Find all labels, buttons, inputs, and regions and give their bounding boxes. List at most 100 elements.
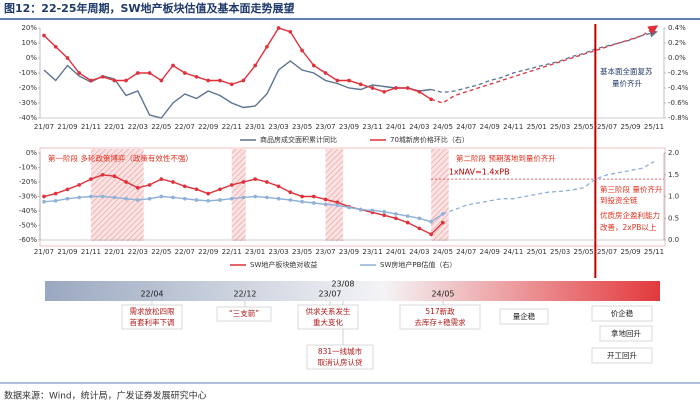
event-box: [499, 308, 549, 325]
x-tick-label: 21/07: [34, 248, 54, 256]
event-text: 首套利率下调: [130, 317, 175, 327]
annotation: 第一阶段 多轮政策博弈（政策有效性不强）: [48, 153, 193, 163]
event-text: 取消认房认贷: [318, 357, 363, 367]
event-box: [216, 306, 272, 322]
policy-period: [325, 149, 344, 241]
x-tick-label: 25/03: [550, 248, 570, 256]
event-text: 去库存+稳需求: [414, 317, 466, 327]
series-line: [42, 194, 445, 224]
x-tick-label: 21/11: [81, 123, 101, 131]
policy-period: [431, 149, 449, 241]
y-tick-label: -60%: [19, 236, 37, 244]
x-tick-label: 25/09: [620, 123, 640, 131]
event-text: 重大变化: [313, 317, 343, 327]
y-tick-label: -30%: [19, 193, 37, 201]
y-tick-label: -40%: [19, 207, 37, 215]
event-box: [297, 304, 359, 330]
series-line: [43, 60, 432, 119]
event-text: 拿地回升: [611, 328, 641, 338]
annotation: 改善，2xPB以上: [600, 222, 657, 232]
timeline-bar: [45, 281, 660, 301]
y-tick-label: 20%: [21, 24, 37, 32]
x-tick-label: 24/03: [409, 248, 429, 256]
y2-tick-label: -0.8%: [668, 114, 689, 122]
annotation: 到投资全链: [600, 195, 638, 205]
y-tick-label: 10%: [21, 39, 37, 47]
timeline-date: 23/07: [318, 290, 341, 299]
x-tick-label: 24/03: [409, 123, 429, 131]
x-tick-label: 22/11: [222, 248, 242, 256]
annotation: 量价齐升: [612, 78, 642, 88]
x-tick-label: 23/01: [245, 123, 265, 131]
x-tick-label: 24/01: [386, 123, 406, 131]
x-tick-label: 22/09: [198, 248, 218, 256]
x-tick-label: 23/11: [362, 123, 382, 131]
x-tick-label: 23/01: [245, 248, 265, 256]
y-tick-label: -20%: [19, 178, 37, 186]
event-text: 831一线城市: [318, 346, 363, 356]
event-box: [591, 305, 653, 322]
event-text: 量企稳: [513, 311, 536, 321]
y2-tick-label: -0.2%: [668, 69, 689, 77]
x-tick-label: 25/07: [597, 123, 617, 131]
annotation: 基本面全面复苏: [600, 66, 653, 76]
legend-label: 70城新房价格环比（右）: [390, 135, 469, 144]
y-tick-label: -40%: [19, 114, 37, 122]
y-tick-label: -30%: [19, 99, 37, 107]
y2-tick-label: 0.5: [668, 214, 679, 222]
x-tick-label: 25/05: [574, 248, 594, 256]
x-tick-label: 22/05: [151, 123, 171, 131]
x-tick-label: 25/05: [574, 123, 594, 131]
y2-tick-label: 0.0: [668, 236, 679, 244]
y2-tick-label: 1.5: [668, 171, 679, 179]
legend-label: SW房地产PB估值（右）: [380, 260, 456, 269]
x-tick-label: 22/03: [128, 123, 148, 131]
series-line: [42, 26, 433, 102]
y2-tick-label: -0.6%: [668, 99, 689, 107]
annotation: 第二阶段 预期落地到量价齐升: [456, 153, 556, 163]
x-tick-label: 25/07: [597, 248, 617, 256]
x-tick-label: 22/01: [104, 248, 124, 256]
timeline-date: 22/04: [140, 290, 163, 299]
event-box: [306, 344, 374, 370]
reference-label: 1xNAV=1.4xPB: [449, 168, 510, 177]
source: 数据来源：Wind，统计局，广发证券发展研究中心: [4, 390, 207, 402]
connectors: [151, 301, 444, 345]
annotation: 优质房企盈利能力: [600, 210, 660, 220]
event-text: 供求关系发生: [306, 306, 351, 316]
charts: -40% -30% -20% -10% 0% 10% 20% -0.8% -0.6% -0.4% -…: [19, 24, 689, 278]
x-tick-label: 21/09: [57, 123, 77, 131]
x-tick-label: 24/05: [433, 248, 453, 256]
x-tick-label: 21/09: [57, 248, 77, 256]
y2-tick-label: 0.2%: [668, 39, 686, 47]
y-tick-label: -50%: [19, 222, 37, 230]
timeline: 22/04 22/12 23/07 23/08 24/05 需求放松四限 首套利…: [45, 280, 660, 370]
y-tick-label: -10%: [19, 69, 37, 77]
x-tick-label: 22/11: [222, 123, 242, 131]
y2-tick-label: 0.4%: [668, 24, 686, 32]
forecast-line: [430, 25, 659, 104]
x-tick-label: 24/11: [503, 123, 523, 131]
x-tick-label: 23/03: [269, 123, 289, 131]
legend-label: 商品房成交面积累计同比: [260, 135, 337, 144]
x-tick-label: 23/03: [269, 248, 289, 256]
legend-label: SW地产板块绝对收益: [250, 260, 317, 269]
x-tick-label: 22/01: [104, 123, 124, 131]
x-tick-label: 23/07: [315, 248, 335, 256]
event-text: 价企稳: [611, 308, 634, 318]
x-tick-label: 25/01: [527, 123, 547, 131]
forecast-line: [430, 29, 658, 94]
y2-tick-label: -0.4%: [668, 84, 689, 92]
timeline-date: 24/05: [431, 290, 454, 299]
y2-tick-label: 1.0: [668, 193, 679, 201]
x-tick-label: 24/09: [480, 248, 500, 256]
x-tick-label: 23/11: [362, 248, 382, 256]
x-tick-label: 25/09: [620, 248, 640, 256]
x-tick-label: 23/05: [292, 248, 312, 256]
event-box: [591, 347, 653, 364]
x-tick-label: 24/07: [456, 248, 476, 256]
x-tick-label: 24/09: [480, 123, 500, 131]
x-tick-label: 21/11: [81, 248, 101, 256]
timeline-date: 22/12: [233, 290, 256, 299]
x-tick-label: 25/01: [527, 248, 547, 256]
